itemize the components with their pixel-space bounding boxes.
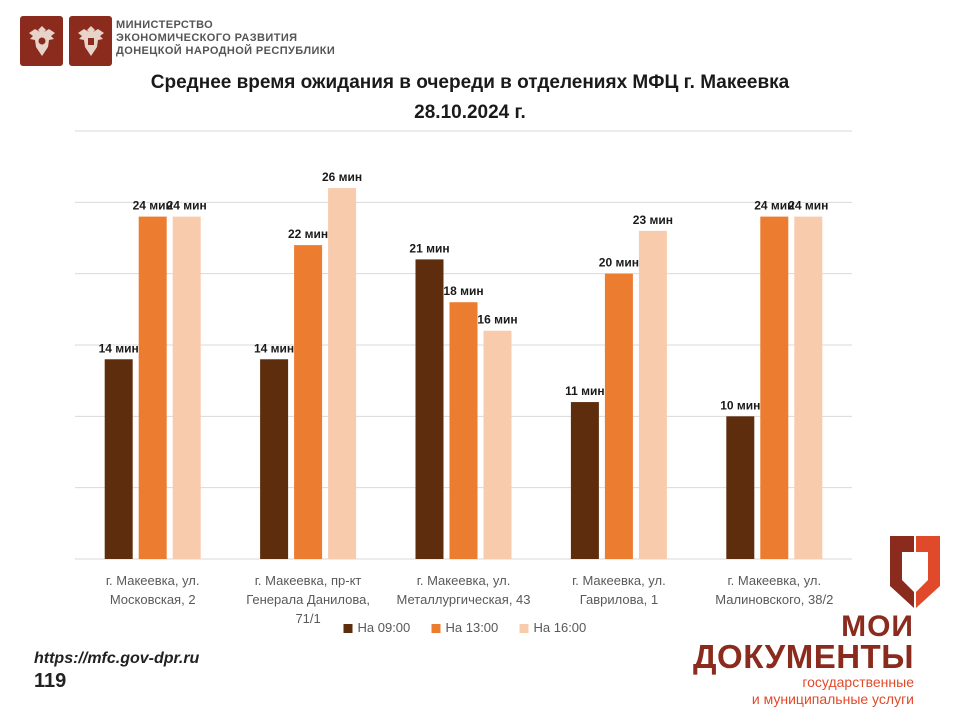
data-label: 11 мин	[565, 384, 605, 398]
bar	[294, 245, 323, 559]
data-label: 24 мин	[133, 199, 173, 213]
bar	[726, 416, 755, 559]
category-label: Металлургическая, 43	[397, 592, 531, 607]
legend-swatch	[519, 624, 529, 633]
data-label: 24 мин	[754, 199, 794, 213]
category-label: г. Макеевка, ул.	[572, 573, 666, 588]
category-label: Московская, 2	[110, 592, 196, 607]
legend-entry: На 09:00	[358, 620, 411, 635]
category-label: Малиновского, 38/2	[715, 592, 833, 607]
data-label: 16 мин	[477, 313, 517, 327]
bar	[138, 216, 167, 559]
ministry-line: ЭКОНОМИЧЕСКОГО РАЗВИТИЯ	[116, 32, 298, 44]
bar	[760, 216, 789, 559]
bar	[104, 359, 133, 559]
bar	[415, 259, 444, 559]
eagle-emblem-icon	[20, 16, 63, 66]
bar	[328, 188, 357, 560]
chart-subtitle-date: 28.10.2024 г.	[414, 102, 526, 123]
chart-title-line: Среднее время ожидания в очереди в отдел…	[150, 72, 790, 93]
data-label: 20 мин	[599, 256, 639, 270]
legend-swatch	[343, 624, 353, 633]
ministry-name: МИНИСТЕРСТВО ЭКОНОМИЧЕСКОГО РАЗВИТИЯ ДОН…	[116, 19, 335, 58]
website-url: https://mfc.gov-dpr.ru	[34, 650, 200, 667]
ministry-line: ДОНЕЦКОЙ НАРОДНОЙ РЕСПУБЛИКИ	[116, 45, 336, 57]
bar	[483, 330, 512, 559]
moi-dokumenty-logo-icon	[890, 536, 940, 608]
category-label: 71/1	[295, 611, 320, 626]
legend-entry: На 16:00	[534, 620, 587, 635]
data-label: 14 мин	[254, 341, 294, 355]
data-label: 21 мин	[409, 241, 449, 255]
brand-subtitle-line1: государственные	[802, 674, 914, 690]
data-label: 10 мин	[720, 398, 760, 412]
brand-name-line2: ДОКУМЕНТЫ	[693, 638, 914, 675]
brand-subtitle-line2: и муниципальные услуги	[751, 691, 914, 707]
ministry-line: МИНИСТЕРСТВО	[116, 19, 214, 31]
legend-entry: На 13:00	[446, 620, 499, 635]
chart-title: Среднее время ожидания в очереди в отдел…	[0, 68, 940, 128]
brand-subtitle: государственные и муниципальные услуги	[752, 674, 914, 708]
category-label: Генерала Данилова,	[246, 592, 370, 607]
category-label: г. Макеевка, ул.	[727, 573, 821, 588]
legend-swatch	[431, 624, 441, 633]
bar	[604, 273, 633, 559]
bar	[570, 402, 599, 559]
data-label: 22 мин	[288, 227, 328, 241]
page-number: 119	[34, 670, 67, 692]
data-label: 14 мин	[99, 341, 139, 355]
data-label: 26 мин	[322, 170, 362, 184]
bar	[449, 302, 478, 559]
bar	[260, 359, 289, 559]
header-logos	[20, 16, 112, 66]
data-label: 24 мин	[788, 199, 828, 213]
brand-name: МОИ ДОКУМЕНТЫ	[693, 610, 914, 675]
bar	[794, 216, 823, 559]
category-label: г. Макеевка, ул.	[417, 573, 511, 588]
category-label: г. Макеевка, пр-кт	[255, 573, 362, 588]
data-label: 23 мин	[633, 213, 673, 227]
data-label: 18 мин	[443, 284, 483, 298]
category-label: г. Макеевка, ул.	[106, 573, 200, 588]
dpr-emblem-icon	[69, 16, 112, 66]
bar	[638, 230, 667, 559]
data-label: 24 мин	[167, 199, 207, 213]
brand-name-line1: МОИ	[841, 610, 914, 643]
category-label: Гаврилова, 1	[580, 592, 658, 607]
bar	[172, 216, 201, 559]
